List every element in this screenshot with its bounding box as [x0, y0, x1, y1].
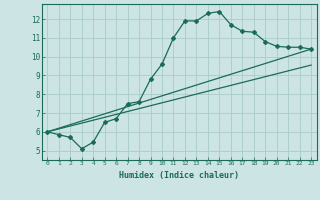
X-axis label: Humidex (Indice chaleur): Humidex (Indice chaleur): [119, 171, 239, 180]
